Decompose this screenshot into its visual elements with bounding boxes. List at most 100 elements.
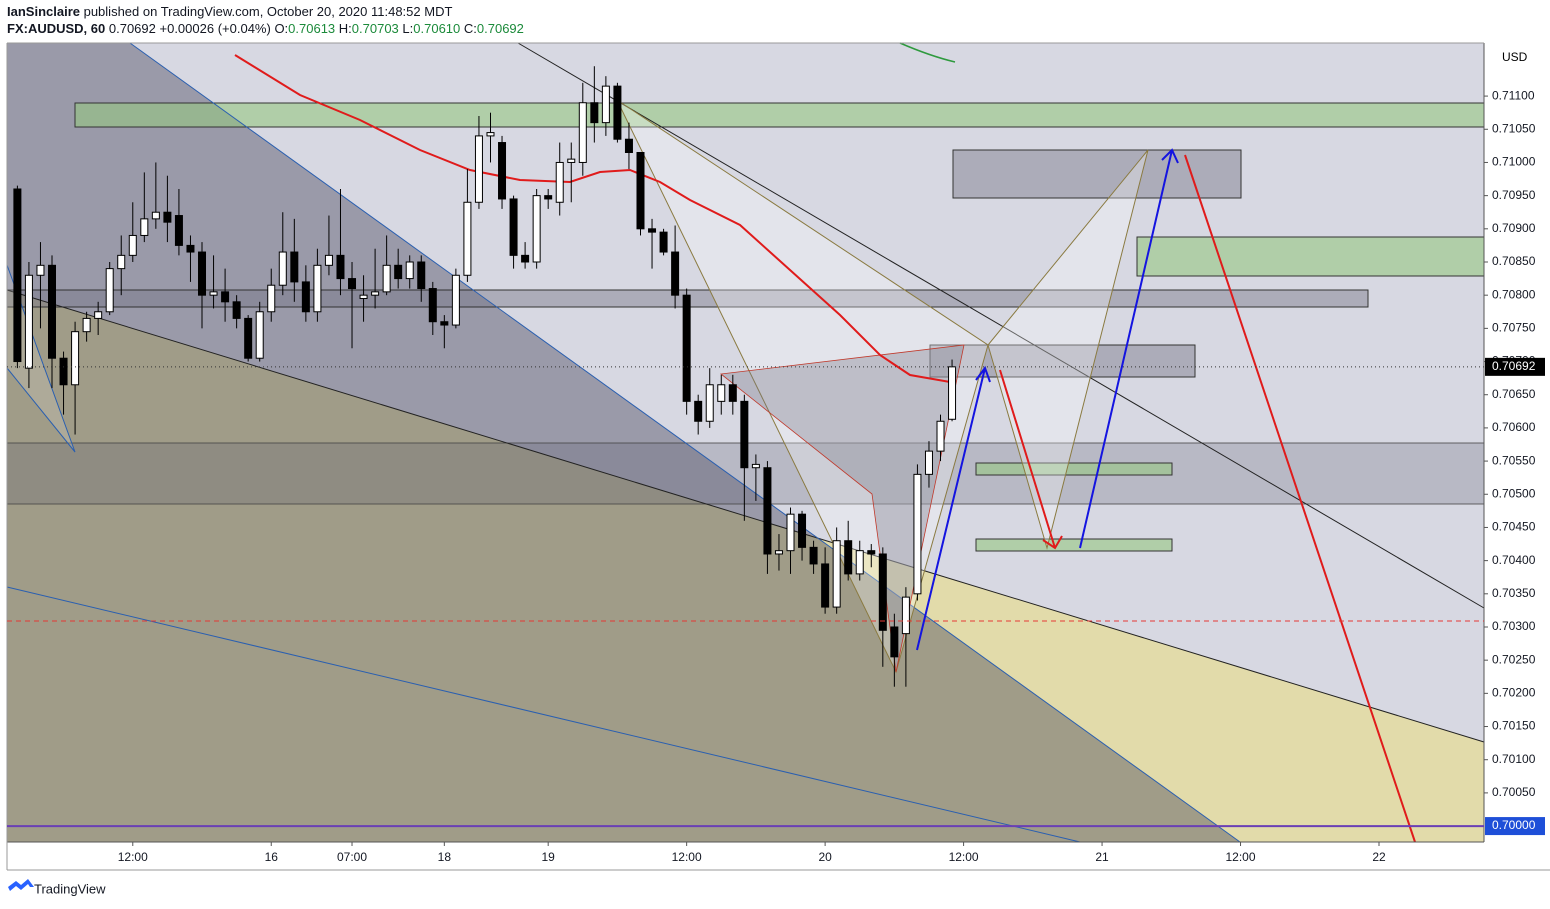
candle-body — [405, 261, 414, 280]
symbol: FX:AUDUSD, 60 — [7, 21, 106, 36]
y-tick-label: 0.70500 — [1492, 486, 1536, 500]
x-tick-label: 21 — [1095, 850, 1109, 864]
candle-body — [163, 211, 172, 223]
candle-body — [855, 550, 864, 575]
candle-body — [728, 384, 737, 402]
x-tick-label: 07:00 — [337, 850, 367, 864]
y-tick-label: 0.70400 — [1492, 553, 1536, 567]
candle-body — [24, 274, 33, 369]
candle-body — [174, 215, 183, 246]
arrow — [916, 365, 991, 651]
y-tick-label: 0.70900 — [1492, 221, 1536, 235]
moving-average — [234, 54, 951, 383]
candle-body — [394, 264, 403, 280]
candle-body — [59, 357, 68, 386]
candle-body — [474, 135, 483, 203]
price: 0.70692 — [108, 21, 156, 36]
candle-body — [151, 211, 160, 220]
x-tick-label: 19 — [542, 850, 556, 864]
arrow — [1079, 148, 1179, 549]
candle-body — [567, 158, 576, 163]
ohlc-value: 0.70692 — [476, 21, 524, 36]
channel-line — [129, 42, 1241, 843]
projection — [916, 148, 1416, 843]
x-tick-label: 20 — [818, 850, 832, 864]
currency-label: USD — [1502, 50, 1528, 64]
candle-body — [336, 254, 345, 280]
marks — [13, 66, 957, 687]
candle-body — [359, 294, 368, 299]
candle-body — [463, 201, 472, 276]
candle-body — [117, 254, 126, 270]
y-tick-label: 0.70650 — [1492, 387, 1536, 401]
candle-body — [382, 264, 391, 293]
y-tick-label: 0.70200 — [1492, 686, 1536, 700]
author: IanSinclaire — [7, 4, 80, 19]
candle-body — [198, 251, 207, 296]
candle-body — [705, 384, 714, 422]
x-tick-label: 12:00 — [118, 850, 148, 864]
candle-body — [763, 467, 772, 555]
time-axis — [7, 842, 1550, 870]
candle-body — [844, 540, 853, 575]
ohlc-label: H: — [338, 21, 352, 36]
x-tick-label: 12:00 — [949, 850, 979, 864]
change: +0.00026 (+0.04%) — [159, 21, 271, 36]
channel-zone — [7, 43, 1240, 842]
candle-body — [244, 317, 253, 359]
candle-body — [821, 563, 830, 608]
ohlc-label: C: — [463, 21, 477, 36]
candle-body — [832, 540, 841, 608]
candle-body — [682, 294, 691, 402]
candle-body — [221, 291, 230, 303]
candle-body — [636, 151, 645, 230]
y-tick-label: 0.71100 — [1492, 88, 1535, 102]
y-tick-label: 0.70950 — [1492, 188, 1536, 202]
candle-body — [278, 251, 287, 286]
brand-logo — [8, 879, 34, 891]
candle-body — [267, 284, 276, 313]
last-price-box — [1485, 357, 1545, 376]
candle-body — [313, 264, 322, 313]
candle-body — [521, 254, 530, 263]
channel-line — [6, 586, 1081, 843]
ohlc: O:0.70613 H:0.70703 L:0.70610 C:0.70692 — [274, 21, 523, 36]
candle-body — [774, 550, 783, 555]
candle-body — [740, 400, 749, 469]
candle-body — [659, 231, 668, 253]
symbol-line: FX:AUDUSD, 60 0.70692 +0.00026 (+0.04%) … — [7, 21, 524, 36]
y-tick-label: 0.70100 — [1492, 752, 1536, 766]
y-tick-label: 0.70300 — [1492, 619, 1536, 633]
candle-body — [798, 513, 807, 548]
y-tick-label: 0.70050 — [1492, 785, 1536, 799]
candle-body — [613, 85, 622, 140]
candle-body — [948, 366, 957, 420]
y-tick-label: 0.70450 — [1492, 520, 1536, 534]
demand-zone — [975, 538, 1173, 552]
candle-body — [555, 161, 564, 203]
target-zone — [952, 149, 1242, 199]
supply-zone — [1136, 236, 1485, 277]
candle-body — [48, 264, 57, 359]
x-tick-label: 12:00 — [672, 850, 702, 864]
candle-body — [936, 420, 945, 452]
y-tick-label: 0.70600 — [1492, 420, 1536, 434]
candle-body — [371, 291, 380, 296]
trend-line — [6, 289, 1485, 743]
ohlc-value: 0.70613 — [288, 21, 336, 36]
candle-body — [901, 596, 910, 635]
candle-body — [140, 218, 149, 236]
y-tick-label: 0.71050 — [1492, 121, 1536, 135]
candle-body — [255, 311, 264, 359]
ohlc-value: 0.70610 — [413, 21, 461, 36]
candle-body — [209, 291, 218, 296]
candle-body — [324, 254, 333, 266]
candle-body — [13, 188, 22, 363]
x-tick-label: 22 — [1372, 850, 1386, 864]
candle-body — [36, 264, 45, 276]
candle-body — [498, 142, 507, 200]
candle-body — [186, 244, 195, 253]
candle-body — [590, 102, 599, 124]
